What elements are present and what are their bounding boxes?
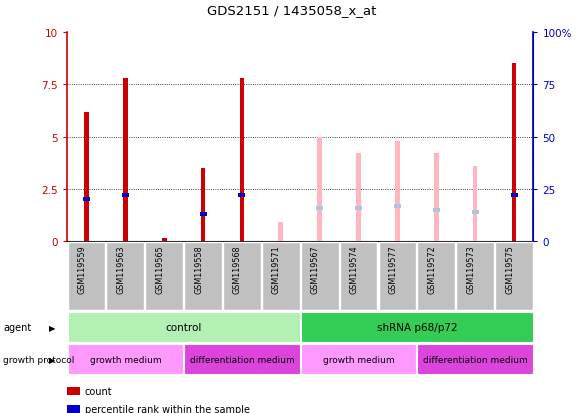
Bar (473, 166, 477, 242)
Bar (123, 79, 128, 242)
Text: GSM119572: GSM119572 (427, 244, 436, 293)
Bar (355, 206, 362, 210)
Text: growth protocol: growth protocol (3, 355, 74, 364)
Bar (434, 154, 438, 242)
Text: GSM119567: GSM119567 (311, 244, 319, 293)
Text: agent: agent (3, 323, 31, 332)
Bar (394, 204, 401, 208)
Text: GSM119565: GSM119565 (155, 244, 164, 293)
Text: control: control (166, 323, 202, 332)
Bar (83, 198, 90, 202)
Text: GSM119568: GSM119568 (233, 244, 242, 293)
Text: GSM119573: GSM119573 (466, 244, 475, 293)
Bar (162, 238, 167, 242)
Bar (201, 169, 205, 242)
Text: GSM119558: GSM119558 (194, 244, 203, 293)
Bar (356, 154, 361, 242)
Bar (395, 142, 400, 242)
Text: differentiation medium: differentiation medium (189, 355, 294, 364)
Text: growth medium: growth medium (323, 355, 394, 364)
Text: GSM119575: GSM119575 (505, 244, 514, 293)
Bar (199, 213, 206, 216)
Bar (433, 209, 440, 212)
Bar (84, 112, 89, 242)
Bar (279, 223, 283, 242)
Bar (317, 137, 322, 242)
Text: GSM119559: GSM119559 (78, 244, 86, 293)
Text: GSM119571: GSM119571 (272, 244, 281, 293)
Text: percentile rank within the sample: percentile rank within the sample (85, 404, 250, 413)
Text: GSM119574: GSM119574 (350, 244, 359, 293)
Bar (512, 64, 517, 242)
Text: ▶: ▶ (49, 323, 56, 332)
Bar (511, 194, 518, 197)
Bar (122, 194, 129, 197)
Text: shRNA p68/p72: shRNA p68/p72 (377, 323, 457, 332)
Text: GSM119577: GSM119577 (388, 244, 398, 293)
Text: count: count (85, 386, 112, 396)
Text: growth medium: growth medium (90, 355, 161, 364)
Text: GDS2151 / 1435058_x_at: GDS2151 / 1435058_x_at (207, 4, 376, 17)
Text: GSM119563: GSM119563 (117, 244, 125, 293)
Bar (316, 206, 323, 210)
Text: differentiation medium: differentiation medium (423, 355, 528, 364)
Text: ▶: ▶ (49, 355, 56, 364)
Bar (238, 194, 245, 197)
Bar (472, 211, 479, 214)
Bar (240, 79, 244, 242)
